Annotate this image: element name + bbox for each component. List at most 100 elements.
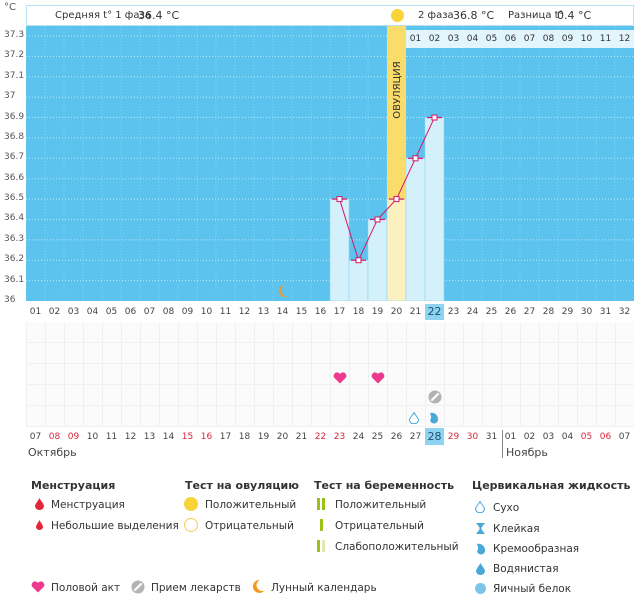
calendar-date[interactable]: 06 — [599, 432, 612, 442]
cycle-day-number[interactable]: 09 — [181, 307, 194, 317]
cycle-day-number[interactable]: 08 — [162, 307, 175, 317]
calendar-date[interactable]: 02 — [523, 432, 536, 442]
calendar-date[interactable]: 04 — [561, 432, 574, 442]
post-ovulation-day-number: 05 — [482, 30, 501, 48]
cycle-day-number[interactable]: 27 — [523, 307, 536, 317]
calendar-date[interactable]: 24 — [352, 432, 365, 442]
phase1-label: Средняя t° 1 фаза — [55, 10, 151, 21]
month-october: Октябрь — [28, 446, 77, 459]
cycle-day-number[interactable]: 15 — [295, 307, 308, 317]
y-tick-label: 36.1 — [4, 274, 25, 285]
cycle-day-number[interactable]: 12 — [238, 307, 251, 317]
calendar-date[interactable]: 13 — [143, 432, 156, 442]
cycle-day-number[interactable]: 19 — [371, 307, 384, 317]
cycle-day-number[interactable]: 13 — [257, 307, 270, 317]
calendar-date[interactable]: 23 — [333, 432, 346, 442]
cycle-day-number[interactable]: 30 — [580, 307, 593, 317]
y-tick-label: 36.8 — [4, 131, 25, 142]
post-ovulation-day-number: 09 — [558, 30, 577, 48]
cycle-day-number[interactable]: 18 — [352, 307, 365, 317]
temperature-point-day-20 — [393, 196, 400, 203]
legend-menstruation-title: Менструация — [31, 479, 116, 492]
post-ovulation-day-number: 10 — [577, 30, 596, 48]
cycle-day-number[interactable]: 16 — [314, 307, 327, 317]
post-ovulation-day-number: 12 — [615, 30, 634, 48]
cycle-day-number[interactable]: 04 — [86, 307, 99, 317]
cycle-day-number[interactable]: 06 — [124, 307, 137, 317]
calendar-date[interactable]: 07 — [29, 432, 42, 442]
heart-icon — [31, 581, 45, 593]
calendar-date[interactable]: 11 — [105, 432, 118, 442]
legend-pregtest-negative: Отрицательный — [335, 520, 424, 532]
calendar-date[interactable]: 10 — [86, 432, 99, 442]
cycle-day-number[interactable]: 11 — [219, 307, 232, 317]
today-date[interactable]: 28 — [425, 428, 444, 445]
calendar-date[interactable]: 21 — [295, 432, 308, 442]
cycle-day-number[interactable]: 32 — [618, 307, 631, 317]
calendar-date[interactable]: 17 — [219, 432, 232, 442]
post-ovulation-day-number: 06 — [501, 30, 520, 48]
legend-ovtest-negative: Отрицательный — [205, 520, 294, 532]
creamy-icon[interactable] — [428, 409, 439, 428]
calendar-date[interactable]: 07 — [618, 432, 631, 442]
calendar-date[interactable]: 05 — [580, 432, 593, 442]
moon-icon — [252, 579, 265, 593]
legend-ovtest-positive: Положительный — [205, 499, 297, 511]
calendar-date[interactable]: 18 — [238, 432, 251, 442]
calendar-date[interactable]: 26 — [390, 432, 403, 442]
pregtest-negative-icon — [320, 519, 323, 531]
pregtest-weak-icon — [317, 540, 320, 552]
calendar-date[interactable]: 16 — [200, 432, 213, 442]
medication-pill-icon[interactable] — [428, 389, 442, 408]
cycle-day-number[interactable]: 10 — [200, 307, 213, 317]
calendar-date[interactable]: 03 — [542, 432, 555, 442]
y-tick-label: 37 — [4, 91, 16, 102]
cycle-day-number[interactable]: 14 — [276, 307, 289, 317]
cycle-day-number[interactable]: 28 — [542, 307, 555, 317]
cycle-day-number[interactable]: 21 — [409, 307, 422, 317]
calendar-date[interactable]: 09 — [67, 432, 80, 442]
cycle-day-number[interactable]: 20 — [390, 307, 403, 317]
calendar-date[interactable]: 14 — [162, 432, 175, 442]
legend-cervical-sticky: Клейкая — [493, 523, 540, 535]
intercourse-heart-icon[interactable] — [371, 369, 385, 388]
diff-value: 0.4 °C — [557, 9, 592, 22]
post-ovulation-day-number: 08 — [539, 30, 558, 48]
cycle-day-number[interactable]: 25 — [485, 307, 498, 317]
y-tick-label: 37.1 — [4, 70, 25, 81]
cycle-day-number[interactable]: 03 — [67, 307, 80, 317]
cycle-day-number[interactable]: 23 — [447, 307, 460, 317]
calendar-date[interactable]: 30 — [466, 432, 479, 442]
dry-drop-icon[interactable] — [408, 409, 420, 428]
bbt-chart[interactable]: ОВУЛЯЦИЯ — [26, 26, 634, 301]
calendar-date[interactable]: 19 — [257, 432, 270, 442]
calendar-date[interactable]: 08 — [48, 432, 61, 442]
cycle-day-number[interactable]: 29 — [561, 307, 574, 317]
calendar-date[interactable]: 31 — [485, 432, 498, 442]
intercourse-heart-icon[interactable] — [333, 369, 347, 388]
cycle-day-number[interactable]: 17 — [333, 307, 346, 317]
calendar-date[interactable]: 12 — [124, 432, 137, 442]
temperature-bar-day-17 — [329, 198, 350, 301]
cycle-day-number[interactable]: 31 — [599, 307, 612, 317]
calendar-date[interactable]: 29 — [447, 432, 460, 442]
symptom-grid — [26, 322, 634, 427]
cycle-day-number[interactable]: 07 — [143, 307, 156, 317]
legend-cervical-dry: Сухо — [493, 502, 520, 514]
ovtest-negative-icon — [184, 518, 198, 532]
post-ovulation-day-number: 02 — [425, 30, 444, 48]
calendar-date[interactable]: 22 — [314, 432, 327, 442]
calendar-date[interactable]: 20 — [276, 432, 289, 442]
cycle-day-number[interactable]: 01 — [29, 307, 42, 317]
cycle-day-number[interactable]: 02 — [48, 307, 61, 317]
calendar-date[interactable]: 15 — [181, 432, 194, 442]
current-cycle-day[interactable]: 22 — [425, 304, 444, 320]
calendar-date[interactable]: 27 — [409, 432, 422, 442]
cycle-day-number[interactable]: 05 — [105, 307, 118, 317]
calendar-date[interactable]: 25 — [371, 432, 384, 442]
cycle-day-number[interactable]: 26 — [504, 307, 517, 317]
cycle-day-number[interactable]: 24 — [466, 307, 479, 317]
y-tick-label: 36 — [4, 295, 16, 305]
calendar-date[interactable]: 01 — [504, 432, 517, 442]
legend-pregtest-title: Тест на беременность — [314, 479, 455, 492]
